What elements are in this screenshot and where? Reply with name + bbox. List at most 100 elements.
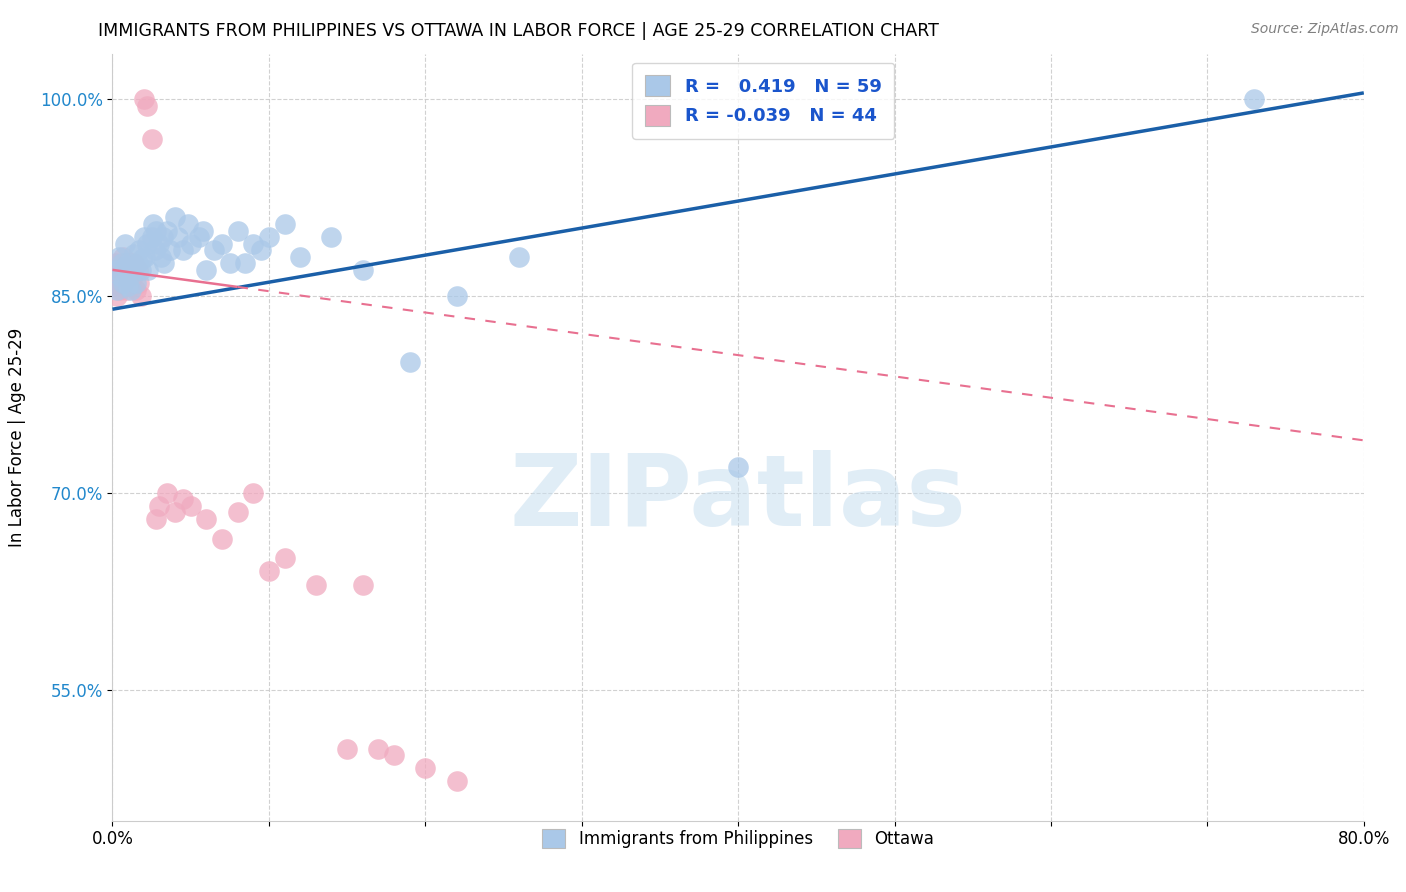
Point (159, 244, 181, 258)
Point (104, 256, 127, 270)
Point (1243, 92, 1265, 106)
Point (104, 276, 127, 290)
Point (124, 256, 146, 270)
Point (115, 266, 138, 280)
Point (127, 263, 149, 277)
Point (211, 236, 233, 251)
Point (110, 283, 132, 297)
Point (235, 256, 257, 270)
Point (114, 269, 136, 284)
Point (107, 250, 129, 264)
Point (104, 263, 127, 277)
Point (290, 250, 312, 264)
Point (242, 485, 264, 500)
Point (415, 761, 437, 775)
Text: Source: ZipAtlas.com: Source: ZipAtlas.com (1251, 22, 1399, 37)
Point (131, 252, 153, 267)
Point (105, 269, 128, 284)
Point (112, 250, 135, 264)
Point (508, 250, 530, 264)
Point (138, 263, 160, 277)
Point (103, 263, 125, 277)
Point (226, 223, 249, 237)
Point (180, 499, 202, 513)
Point (105, 283, 128, 297)
Point (110, 269, 132, 284)
Point (117, 256, 139, 270)
Point (250, 244, 273, 258)
Point (125, 276, 148, 290)
Point (148, 499, 170, 513)
Point (195, 512, 218, 526)
Point (125, 283, 148, 297)
Point (163, 506, 186, 520)
Point (187, 230, 209, 244)
Point (727, 459, 749, 474)
Point (211, 532, 233, 546)
Point (134, 250, 156, 264)
Point (148, 236, 170, 251)
Point (257, 230, 280, 244)
Point (193, 223, 215, 237)
Point (141, 132, 163, 146)
Point (105, 289, 128, 303)
Point (352, 577, 374, 591)
Point (117, 278, 139, 293)
Point (446, 774, 468, 789)
Point (114, 260, 136, 275)
Point (117, 256, 139, 270)
Point (121, 263, 143, 277)
Point (141, 230, 163, 244)
Point (352, 263, 374, 277)
Text: IMMIGRANTS FROM PHILIPPINES VS OTTAWA IN LABOR FORCE | AGE 25-29 CORRELATION CHA: IMMIGRANTS FROM PHILIPPINES VS OTTAWA IN… (98, 22, 939, 40)
Point (135, 99, 157, 113)
Point (218, 256, 240, 270)
Point (135, 236, 157, 251)
Point (132, 230, 155, 244)
Text: ZIPatlas: ZIPatlas (510, 450, 966, 547)
Point (118, 263, 141, 277)
Point (153, 256, 176, 270)
Point (176, 217, 198, 231)
Point (382, 747, 405, 762)
Point (118, 269, 141, 284)
Point (172, 492, 194, 507)
Point (121, 269, 143, 284)
Point (202, 244, 225, 258)
Point (305, 577, 328, 591)
Point (152, 230, 174, 244)
Point (446, 289, 468, 303)
Y-axis label: In Labor Force | Age 25-29: In Labor Force | Age 25-29 (8, 327, 25, 547)
Point (117, 276, 139, 290)
Point (129, 289, 152, 303)
Point (127, 256, 149, 270)
Point (226, 506, 249, 520)
Point (114, 236, 136, 251)
Point (124, 247, 146, 261)
Point (242, 236, 264, 251)
Point (115, 283, 138, 297)
Point (257, 565, 280, 579)
Point (120, 278, 142, 293)
Point (156, 485, 179, 500)
Legend: Immigrants from Philippines, Ottawa: Immigrants from Philippines, Ottawa (536, 822, 941, 855)
Point (273, 551, 295, 566)
Point (129, 263, 152, 277)
Point (195, 263, 218, 277)
Point (112, 273, 135, 287)
Point (143, 244, 166, 258)
Point (156, 223, 179, 237)
Point (167, 230, 190, 244)
Point (321, 230, 343, 244)
Point (128, 276, 150, 290)
Point (111, 263, 134, 277)
Point (172, 244, 194, 258)
Point (145, 512, 167, 526)
Point (120, 283, 142, 297)
Point (111, 256, 134, 270)
Point (142, 217, 165, 231)
Point (163, 211, 186, 225)
Point (180, 236, 202, 251)
Point (107, 278, 129, 293)
Point (112, 276, 135, 290)
